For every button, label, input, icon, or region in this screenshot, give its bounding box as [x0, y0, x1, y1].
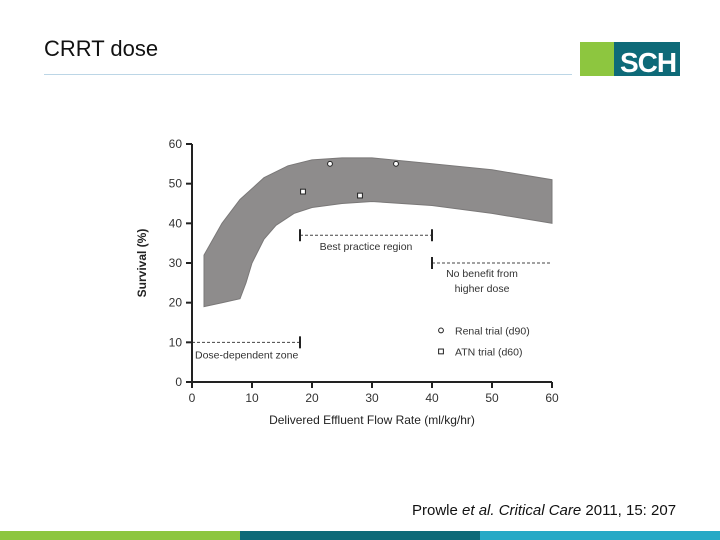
data-point-renal — [393, 160, 399, 167]
x-tick-label: 40 — [425, 391, 439, 405]
footer-bar — [0, 531, 720, 540]
x-tick-label: 10 — [245, 391, 259, 405]
data-point-atn — [300, 188, 306, 195]
survival-chart: 0 10 20 30 40 50 60 0 10 20 30 40 50 60 Delivered Effl… — [135, 137, 559, 427]
logo-teal-block — [614, 42, 680, 76]
footer-segment-blue — [480, 531, 720, 540]
y-tick-label: 40 — [169, 216, 183, 230]
annotation-dose-dependent: Dose-dependent zone — [195, 349, 298, 361]
y-tick-label: 50 — [169, 177, 183, 191]
legend-label: Renal trial (d90) — [455, 325, 530, 337]
x-tick-label: 0 — [189, 391, 196, 405]
footer-segment-green — [0, 531, 240, 540]
legend-label: ATN trial (d60) — [455, 346, 523, 358]
data-point-renal — [327, 160, 333, 167]
x-tick-label: 20 — [305, 391, 319, 405]
annotation-no-benefit-line1: No benefit from — [446, 268, 518, 280]
y-tick-label: 30 — [169, 256, 183, 270]
legend-marker-renal — [438, 327, 444, 334]
sch-logo: SCH — [580, 42, 680, 78]
annotation-best-practice: Best practice region — [320, 241, 413, 253]
legend-marker-atn — [438, 348, 444, 355]
x-axis-label: Delivered Effluent Flow Rate (ml/kg/hr) — [269, 413, 475, 427]
citation-journal: et al. Critical Care — [462, 502, 582, 519]
x-tick-label: 50 — [485, 391, 499, 405]
slide-title: CRRT dose — [44, 36, 159, 61]
citation-prefix: Prowle — [412, 502, 463, 519]
y-tick-label: 20 — [169, 296, 183, 310]
annotation-no-benefit-line2: higher dose — [455, 283, 510, 295]
logo-text: SCH — [620, 47, 677, 78]
footer-segment-teal — [240, 531, 480, 540]
chart-container: 0 10 20 30 40 50 60 0 10 20 30 40 50 60 Delivered Effl… — [122, 128, 562, 428]
y-tick-label: 0 — [175, 375, 182, 389]
y-tick-label: 60 — [169, 137, 183, 151]
x-tick-label: 30 — [365, 391, 379, 405]
citation: Prowle et al. Critical Care 2011, 15: 20… — [412, 502, 676, 519]
y-axis-label: Survival (%) — [135, 229, 149, 298]
title-divider — [44, 74, 572, 75]
y-tick-label: 10 — [169, 335, 183, 349]
survival-band — [203, 157, 553, 308]
x-tick-label: 60 — [545, 391, 559, 405]
logo-green-block — [580, 42, 614, 76]
data-point-atn — [357, 192, 363, 199]
citation-suffix: 2011, 15: 207 — [581, 502, 677, 519]
